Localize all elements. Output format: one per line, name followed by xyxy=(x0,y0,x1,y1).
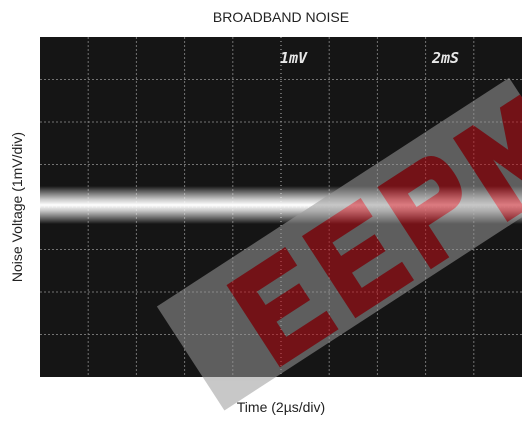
x-axis-label: Time (2µs/div) xyxy=(237,399,325,415)
scope-volt-label: 1mV xyxy=(280,49,308,67)
y-axis-label: Noise Voltage (1mV/div) xyxy=(9,132,25,282)
watermark xyxy=(156,77,522,411)
scope-time-label: 2mS xyxy=(431,49,459,67)
title: BROADBAND NOISE xyxy=(213,9,349,25)
